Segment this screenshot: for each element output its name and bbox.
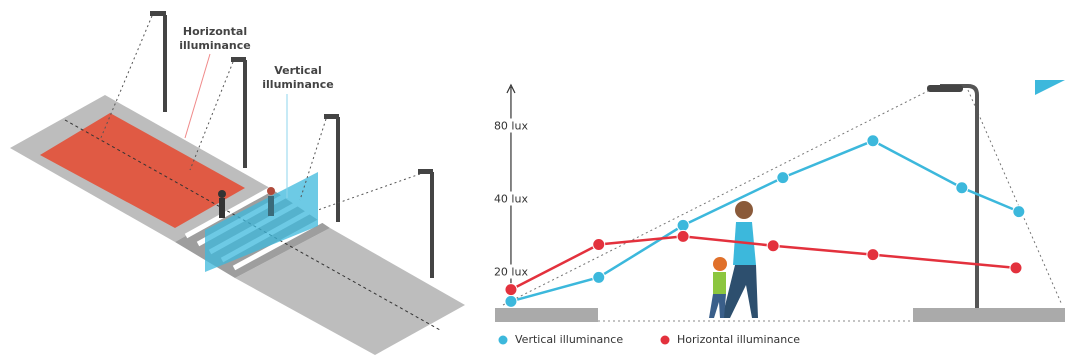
data-point xyxy=(592,238,606,252)
y-tick-label: 40 lux xyxy=(494,193,529,206)
series-line xyxy=(510,235,1017,291)
pedestrians xyxy=(709,201,758,318)
lamp-pole xyxy=(940,84,979,308)
legend-marker xyxy=(498,335,508,345)
legend-label: Vertical illuminance xyxy=(515,333,623,346)
data-point xyxy=(676,229,690,243)
diagram-label: Horizontal xyxy=(183,25,247,38)
y-axis-arrow xyxy=(506,83,516,94)
data-point xyxy=(866,248,880,262)
road xyxy=(235,228,465,355)
label-leader xyxy=(184,53,211,139)
data-point xyxy=(866,134,880,148)
data-point xyxy=(955,181,969,195)
data-point xyxy=(592,270,606,284)
data-point xyxy=(504,294,518,308)
crossing-illustration: Horizontal illuminance Vertical illumina… xyxy=(10,11,465,355)
data-point xyxy=(766,239,780,253)
lamp-poles xyxy=(163,15,434,278)
sidewalk xyxy=(495,308,598,322)
light-rays xyxy=(99,15,421,211)
data-point xyxy=(1012,205,1026,219)
lamp-heads xyxy=(150,11,433,174)
lamp-head xyxy=(927,85,963,92)
legend-marker xyxy=(660,335,670,345)
pedestrians xyxy=(218,187,275,218)
series-line xyxy=(510,139,1020,303)
y-tick-label: 20 lux xyxy=(494,266,529,279)
data-point xyxy=(776,171,790,185)
sidewalk xyxy=(913,308,1065,322)
street-scene xyxy=(495,80,1065,322)
diagram-label: illuminance xyxy=(262,78,333,91)
data-point xyxy=(1009,261,1023,275)
vertical-plane xyxy=(205,172,318,272)
diagram-label: Vertical xyxy=(274,64,322,77)
diagram-label: illuminance xyxy=(179,39,250,52)
y-tick-label: 80 lux xyxy=(494,120,529,133)
horizontal-area xyxy=(40,113,245,228)
flag xyxy=(1035,80,1065,95)
light-ray xyxy=(967,89,1063,306)
data-point xyxy=(676,218,690,232)
legend-label: Horizontal illuminance xyxy=(677,333,800,346)
data-point xyxy=(504,283,518,297)
